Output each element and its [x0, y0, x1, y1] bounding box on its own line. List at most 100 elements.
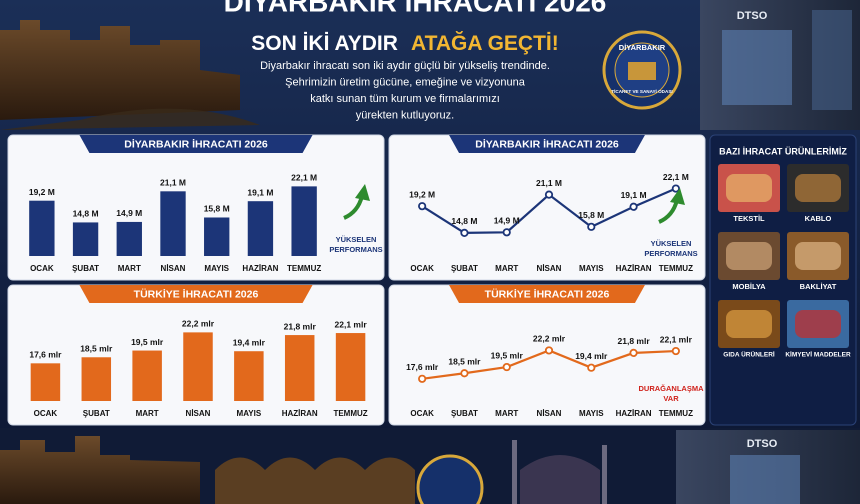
value-label: 17,6 mlr [406, 362, 439, 372]
mosque [520, 455, 600, 504]
value-label: 22,2 mlr [182, 319, 215, 329]
x-tick-label: HAZİRAN [242, 264, 278, 273]
charts: DİYARBAKIR İHRACATI 2026 OCAK ŞUBAT MART NİS… [7, 134, 706, 426]
badge-top: DİYARBAKIR [619, 43, 666, 52]
x-tick-label: TEMMUZ [287, 264, 321, 273]
bar [116, 221, 142, 256]
subtitle-part: SON İKİ AYDIR [251, 32, 398, 55]
badge-icon [628, 62, 656, 80]
x-tick-label: TEMMUZ [333, 409, 367, 418]
bar [234, 351, 264, 401]
building-glass [730, 455, 800, 504]
bar [132, 350, 162, 401]
product-image-detail [795, 310, 841, 338]
road [0, 108, 260, 130]
value-label: 21,8 mlr [284, 321, 317, 331]
bar [29, 200, 55, 256]
value-label: 19,5 mlr [131, 337, 164, 347]
product-image-detail [726, 242, 772, 270]
value-label: 22,1 mlr [335, 319, 368, 329]
product-label: MOBİLYA [732, 282, 766, 291]
point [587, 222, 596, 231]
point [502, 228, 511, 237]
chart-panel: TÜRKİYE İHRACATI 2026 OCAK ŞUBAT MART NİSAN M… [388, 284, 706, 426]
x-tick-label: MART [118, 264, 141, 273]
point [544, 346, 554, 355]
panel-background [388, 284, 706, 426]
panel-background [388, 134, 706, 281]
point [544, 190, 554, 199]
point [671, 346, 680, 356]
trend-arrow-head [670, 188, 685, 205]
building-glass [722, 30, 792, 105]
product-image-detail [726, 310, 772, 338]
header-text: Diyarbakır ihracatı son iki aydır güçlü … [260, 60, 550, 122]
bar [72, 222, 99, 256]
x-tick-label: NİSAN [537, 409, 562, 418]
value-label: 22,1 mlr [660, 334, 693, 344]
product-label: BAKLİYAT [800, 282, 837, 291]
value-label: 22,2 mlr [533, 334, 566, 344]
x-tick-label: MAYIS [237, 409, 262, 418]
value-label: 19,5 mlr [491, 350, 524, 360]
x-tick-label: MART [136, 409, 159, 418]
value-label: 22,1 M [663, 172, 689, 182]
x-tick-label: TEMMUZ [659, 264, 693, 273]
header-line: Diyarbakır ihracatı son iki aydır güçlü … [260, 60, 550, 72]
x-tick-label: ŞUBAT [72, 264, 99, 273]
chart-title: DİYARBAKIR İHRACATI 2026 [475, 137, 619, 150]
title-banner [79, 285, 313, 303]
value-label: 19,4 mlr [575, 351, 608, 361]
x-tick-label: OCAK [410, 264, 434, 273]
minaret [602, 445, 607, 504]
value-label: 14,8 M [451, 216, 477, 226]
x-tick-label: OCAK [30, 264, 54, 273]
product-label: GIDA ÜRÜNLERİ [723, 350, 775, 359]
point [502, 362, 511, 372]
chart-title: DİYARBAKIR İHRACATI 2026 [124, 137, 268, 150]
city-walls [0, 20, 240, 120]
chart-title: TÜRKİYE İHRACATI 2026 [134, 287, 259, 300]
chart-panel: DİYARBAKIR İHRACATI 2026 OCAK ŞUBAT MART NİS… [7, 134, 385, 281]
x-tick-label: MART [495, 409, 518, 418]
building-sign: DTSO [737, 10, 768, 22]
point [418, 202, 427, 211]
value-label: 19,4 mlr [233, 337, 266, 347]
product-label: TEKSTİL [733, 214, 765, 223]
value-label: 21,1 M [160, 178, 186, 188]
x-tick-label: NİSAN [186, 409, 211, 418]
value-label: 19,1 M [247, 187, 273, 197]
value-label: 14,9 M [116, 208, 142, 218]
x-tick-label: MAYIS [579, 264, 604, 273]
product-label: KABLO [805, 214, 832, 223]
bridge [215, 457, 415, 504]
header-line: yürekten kutluyoruz. [356, 109, 454, 121]
bar [291, 186, 317, 256]
value-label: 14,9 M [494, 216, 520, 226]
city-walls [0, 436, 200, 504]
x-tick-label: HAZİRAN [282, 409, 318, 418]
chart-panel: TÜRKİYE İHRACATI 2026 OCAK ŞUBAT MART NİSAN M… [7, 284, 385, 426]
point [587, 363, 596, 372]
value-label: 18,5 mlr [80, 344, 113, 354]
value-label: 21,8 mlr [618, 336, 651, 346]
value-label: 19,2 M [409, 189, 435, 199]
bar [247, 201, 274, 256]
bar [160, 191, 186, 256]
product-image-detail [795, 174, 841, 202]
value-label: 14,8 M [73, 209, 99, 219]
x-tick-label: OCAK [410, 409, 434, 418]
product-image-detail [795, 242, 841, 270]
point [629, 348, 638, 357]
x-tick-label: NİSAN [537, 264, 562, 273]
annotation: PERFORMANS [329, 245, 382, 254]
value-label: 17,6 mlr [29, 350, 62, 360]
panel-background [7, 134, 385, 281]
annotation: PERFORMANS [644, 249, 697, 258]
value-label: 22,1 M [291, 173, 317, 183]
value-label: 19,2 M [29, 187, 55, 197]
x-tick-label: OCAK [34, 409, 58, 418]
bar [284, 335, 315, 401]
trend-arrow-head [355, 184, 370, 201]
